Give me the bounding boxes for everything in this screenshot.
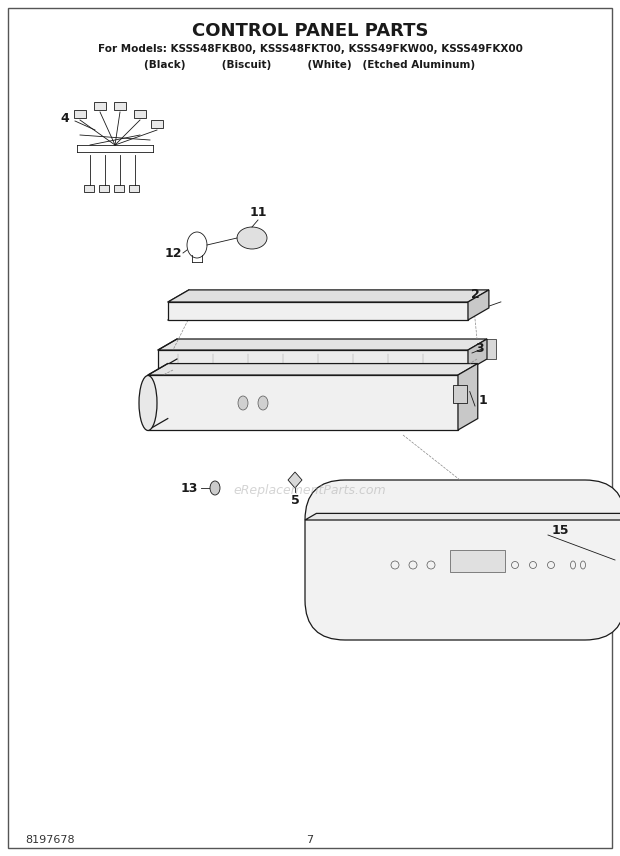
Polygon shape [148, 375, 458, 430]
Polygon shape [458, 364, 478, 430]
Text: (Black)          (Biscuit)          (White)   (Etched Aluminum): (Black) (Biscuit) (White) (Etched Alumin… [144, 60, 476, 70]
Bar [134, 110, 146, 118]
Text: 5: 5 [291, 494, 299, 507]
Bar [129, 185, 139, 192]
Polygon shape [168, 302, 468, 320]
Text: 7: 7 [306, 835, 314, 845]
Bar [84, 185, 94, 192]
Polygon shape [288, 472, 302, 488]
Bar [99, 185, 109, 192]
Text: CONTROL PANEL PARTS: CONTROL PANEL PARTS [192, 22, 428, 40]
Text: 8197678: 8197678 [25, 835, 74, 845]
FancyBboxPatch shape [305, 480, 620, 640]
Text: 12: 12 [164, 247, 182, 259]
Ellipse shape [210, 481, 220, 495]
Text: 4: 4 [61, 111, 69, 124]
Bar [403, 291, 411, 297]
Bar [358, 291, 366, 297]
Bar [114, 102, 126, 110]
Polygon shape [468, 290, 489, 320]
Polygon shape [468, 339, 487, 370]
Text: 11: 11 [249, 205, 267, 218]
Polygon shape [168, 290, 489, 302]
Polygon shape [305, 514, 620, 520]
Ellipse shape [139, 376, 157, 431]
Ellipse shape [237, 227, 267, 249]
FancyBboxPatch shape [165, 382, 231, 418]
Bar [168, 352, 458, 368]
Polygon shape [158, 339, 487, 350]
Bar [484, 339, 496, 359]
Bar [223, 291, 231, 297]
Bar [151, 120, 163, 128]
Bar [268, 291, 276, 297]
Bar [450, 550, 505, 572]
Ellipse shape [258, 396, 268, 410]
Text: 1: 1 [479, 394, 487, 407]
Text: 3: 3 [476, 342, 484, 354]
Bar [74, 110, 86, 118]
Bar [94, 102, 106, 110]
Text: 15: 15 [551, 524, 569, 537]
Text: eReplacementParts.com: eReplacementParts.com [234, 484, 386, 496]
Bar [114, 185, 124, 192]
Text: 13: 13 [180, 482, 198, 495]
Polygon shape [158, 350, 468, 370]
Bar [313, 291, 321, 297]
Ellipse shape [238, 396, 248, 410]
Bar [453, 385, 467, 403]
Text: For Models: KSSS48FKB00, KSSS48FKT00, KSSS49FKW00, KSSS49FKX00: For Models: KSSS48FKB00, KSSS48FKT00, KS… [97, 44, 523, 54]
Text: 2: 2 [471, 288, 479, 301]
Polygon shape [148, 364, 478, 375]
